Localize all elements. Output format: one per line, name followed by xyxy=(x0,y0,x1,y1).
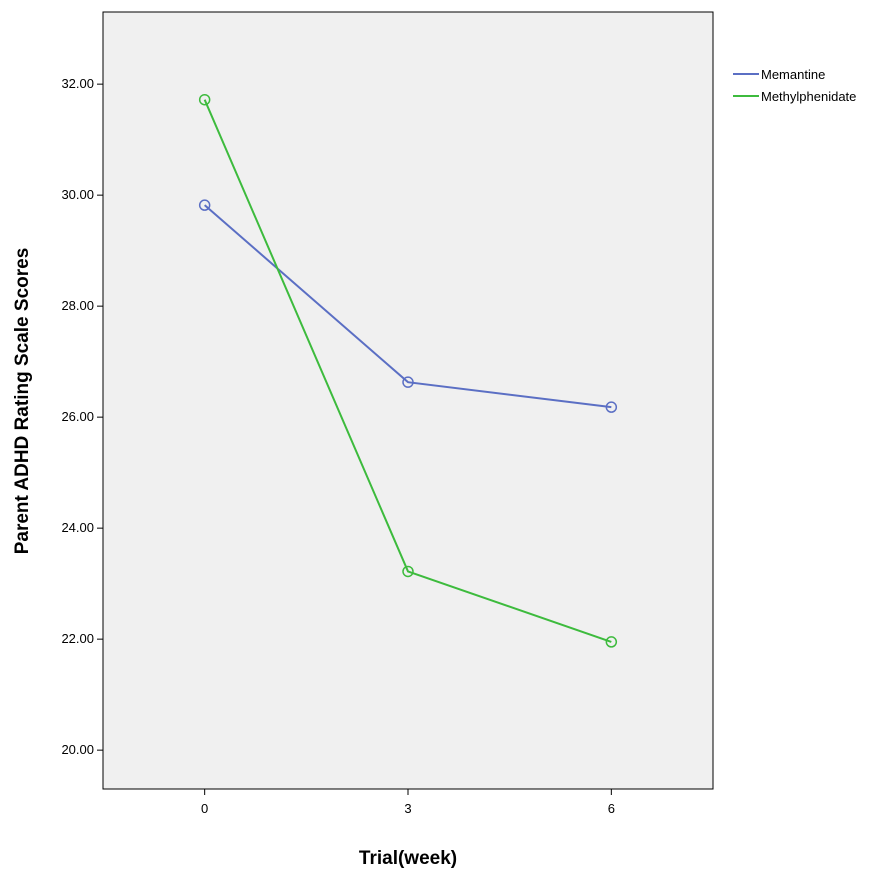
y-tick-label: 22.00 xyxy=(61,631,94,646)
y-tick-label: 20.00 xyxy=(61,742,94,757)
data-point-methylphenidate xyxy=(198,93,211,106)
x-tick-label: 3 xyxy=(404,801,411,816)
x-tick-label: 0 xyxy=(201,801,208,816)
x-axis-title: Trial(week) xyxy=(359,848,457,869)
data-point-methylphenidate xyxy=(605,636,618,648)
series-layer xyxy=(198,93,618,648)
data-point-methylphenidate xyxy=(402,565,414,578)
data-point-memantine xyxy=(605,401,618,413)
legend-label-methylphenidate: Methylphenidate xyxy=(761,89,856,104)
data-point-memantine xyxy=(198,199,211,211)
data-point-memantine xyxy=(402,376,414,388)
y-tick-label: 24.00 xyxy=(61,520,94,535)
series-line-memantine xyxy=(204,204,612,409)
y-tick-label: 30.00 xyxy=(61,187,94,202)
y-tick-label: 32.00 xyxy=(61,76,94,91)
legend: Memantine Methylphenidate xyxy=(733,67,856,104)
x-axis-ticks: 0 3 6 xyxy=(201,789,615,816)
y-axis-title: Parent ADHD Rating Scale Scores xyxy=(12,248,33,555)
plot-area xyxy=(102,11,714,790)
series-line-methylphenidate xyxy=(203,99,612,643)
y-axis-ticks: 20.00 22.00 24.00 26.00 28.00 30.00 32.00 xyxy=(61,76,103,757)
y-tick-label: 28.00 xyxy=(61,298,94,313)
legend-label-memantine: Memantine xyxy=(761,67,825,82)
x-tick-label: 6 xyxy=(608,801,615,816)
y-tick-label: 26.00 xyxy=(61,409,94,424)
